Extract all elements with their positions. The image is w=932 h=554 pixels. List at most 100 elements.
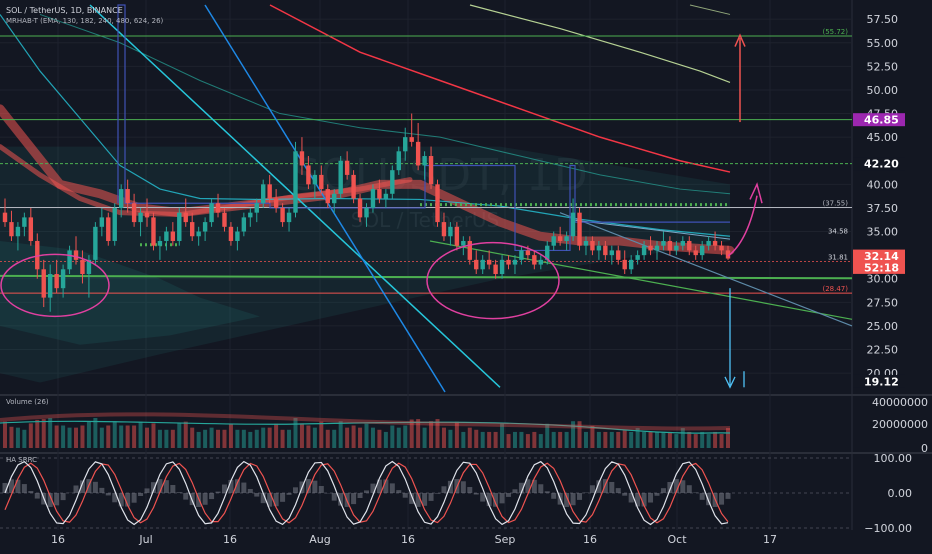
volume-bar [726,428,730,448]
osc-histogram-bar [54,493,59,505]
osc-histogram-bar [203,493,208,505]
candle-body [61,269,65,288]
time-tick-label: Oct [667,533,687,546]
candle-body [461,241,465,246]
osc-histogram-bar [22,484,27,493]
candle-body [655,246,659,251]
price-tick-label: 25.00 [867,320,899,333]
candle-body [358,199,362,218]
candle-body [177,213,181,241]
price-tick-label: 37.50 [867,202,899,215]
volume-bar [145,428,149,448]
volume-bar [80,426,84,449]
volume-bar [494,432,498,448]
osc-histogram-bar [170,485,175,493]
volume-bar [681,428,685,448]
volume-bar [707,434,711,448]
volume-bar [442,428,446,448]
osc-histogram-bar [441,486,446,493]
candle-body [255,203,259,212]
price-tick-label: 57.50 [867,13,899,26]
volume-bar [532,432,536,448]
volume-bar [293,418,297,448]
osc-histogram-bar [609,482,614,493]
candle-body [480,260,484,269]
candle-body [125,189,129,203]
candle-body [416,142,420,166]
candle-body [261,184,265,203]
volume-bar [281,430,285,448]
volume-bar [171,430,175,448]
candle-body [564,236,568,241]
symbol-legend[interactable]: SOL / TetherUS, 1D, BINANCE [6,6,123,15]
candle-body [113,208,117,241]
volume-bar [203,430,207,448]
volume-bar [629,432,633,448]
volume-bar [87,421,91,448]
volume-bar [16,428,20,448]
volume-bar [93,418,97,448]
volume-bar [158,430,162,448]
candle-body [539,260,543,265]
candle-body [306,165,310,184]
candle-body [351,175,355,199]
time-tick-label: 16 [401,533,415,546]
time-tick-label: 16 [583,533,597,546]
volume-bar [132,426,136,449]
candle-body [384,194,388,199]
price-tick-label: 45.00 [867,131,899,144]
oscillator-legend[interactable]: HA SRRC [6,456,37,464]
volume-bar [713,432,717,448]
candle-body [610,250,614,255]
price-tick-label: 35.00 [867,226,899,239]
volume-bar [255,430,259,448]
candle-body [371,189,375,208]
volume-bar [287,430,291,448]
candle-body [706,241,710,246]
candle-body [364,208,368,217]
candle-body [293,151,297,212]
volume-bar [390,426,394,449]
candle-body [506,260,510,265]
volume-bar [649,432,653,448]
candle-body [590,241,594,250]
candle-body [616,250,620,259]
volume-bar [481,432,485,448]
volume-bar [300,423,304,448]
volume-bar [526,434,530,448]
volume-bar [306,426,310,449]
candle-body [67,250,71,269]
osc-histogram-bar [209,493,214,499]
volume-bar [210,428,214,448]
osc-histogram-bar [403,493,408,498]
candle-body [468,241,472,260]
volume-bar [597,432,601,448]
time-tick-label: Sep [495,533,516,546]
price-tick-label: 22.50 [867,344,899,357]
volume-bar [603,432,607,448]
candle-body [119,189,123,208]
volume-bar [655,432,659,448]
candle-body [694,250,698,255]
candle-body [377,189,381,198]
price-badge-label: 52:18 [864,261,899,274]
candle-body [526,250,530,255]
candle-body [326,189,330,203]
osc-histogram-bar [99,488,104,493]
osc-histogram-bar [183,493,188,500]
volume-bar [694,434,698,448]
indicator-legend[interactable]: MRHAB-T (EMA, 130, 182, 240, 480, 624, 2… [6,17,164,25]
osc-histogram-bar [61,493,66,500]
candle-body [171,232,175,241]
osc-histogram-bar [700,493,705,500]
candle-body [409,137,413,142]
volume-legend[interactable]: Volume (26) [6,398,49,406]
candle-body [93,227,97,260]
volume-tick-label: 0 [921,442,928,455]
candle-body [54,274,58,288]
candle-body [267,184,271,198]
candle-body [687,241,691,250]
candle-body [145,213,149,218]
candle-body [493,265,497,274]
